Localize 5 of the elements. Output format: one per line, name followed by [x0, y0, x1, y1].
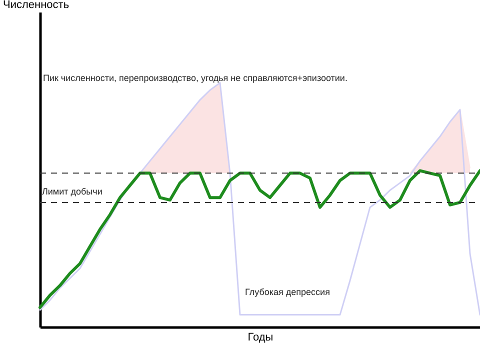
- x-axis-title: Годы: [248, 332, 274, 344]
- ref-line-label: Лимит добычи: [42, 186, 102, 196]
- annotation: Пик численности, перепроизводство, угодья не справляются+эпизоотии.: [43, 73, 348, 83]
- text: Численность: [3, 0, 70, 11]
- annotation: Глубокая депрессия: [245, 287, 330, 297]
